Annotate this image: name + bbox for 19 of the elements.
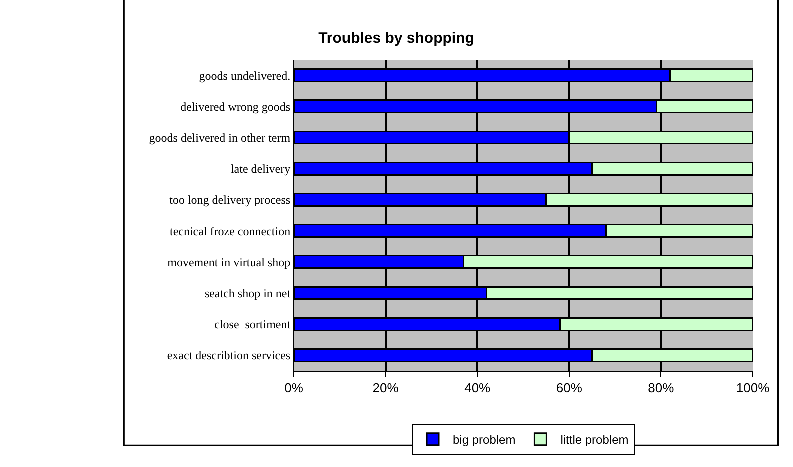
x-tick-label: 0%: [284, 380, 304, 396]
y-tick-label: seatch shop in net: [204, 286, 292, 300]
y-tick-label: delivered wrong goods: [180, 100, 291, 114]
x-tick-label: 20%: [372, 380, 400, 396]
y-tick-label: late delivery: [230, 162, 291, 176]
y-tick-label: goods delivered in other term: [149, 130, 292, 145]
x-tick-label: 40%: [464, 380, 492, 396]
y-tick-label: goods undelivered.: [199, 68, 291, 83]
y-tick-label: too long delivery process: [170, 193, 291, 208]
chart-title: Troubles by shopping: [318, 30, 474, 48]
x-tick-label: 80%: [648, 380, 675, 396]
x-tick-label: 100%: [736, 380, 770, 396]
legend-label: little problem: [560, 433, 629, 448]
x-tick-label: 60%: [556, 380, 583, 396]
y-tick-label: tecnical froze connection: [170, 224, 291, 238]
y-tick-label: close sortiment: [214, 318, 292, 332]
legend-label: big problem: [453, 433, 516, 448]
y-tick-label: movement in virtual shop: [168, 255, 291, 270]
y-tick-label: exact describtion services: [167, 348, 291, 363]
